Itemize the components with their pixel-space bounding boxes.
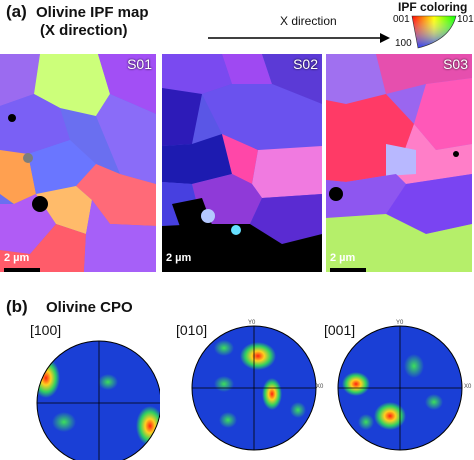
sample-label: S03 bbox=[443, 56, 468, 72]
panel-a-label: (a) bbox=[6, 2, 27, 21]
panel-a-title-line2: (X direction) bbox=[40, 22, 128, 39]
ipf-map-s01: S01 2 µm bbox=[0, 54, 156, 272]
pole-figure-x-axis: X0 bbox=[464, 384, 472, 390]
direction-label: X direction bbox=[280, 14, 337, 28]
panel-b-title: Olivine CPO bbox=[46, 299, 133, 316]
pole-figure-label: [010] bbox=[176, 322, 208, 338]
scale-label: 2 µm bbox=[330, 252, 356, 264]
pole-figure-y-axis: Y0 bbox=[248, 320, 256, 326]
ipf-color-triangle bbox=[411, 15, 457, 49]
scale-bar bbox=[4, 268, 40, 272]
panel-a-title-line1: Olivine IPF map bbox=[36, 4, 149, 21]
pole-figure-001: [001] Y0 X0 bbox=[316, 320, 474, 460]
sample-label: S01 bbox=[127, 56, 152, 72]
scale-label: 2 µm bbox=[4, 252, 30, 264]
ipf-legend-title: IPF coloring bbox=[398, 0, 468, 14]
scale-bar bbox=[166, 268, 202, 272]
panel-a-title: Olivine IPF map (X direction) bbox=[36, 4, 149, 40]
ipf-map-s03: S03 2 µm bbox=[326, 54, 472, 272]
panel-b-label: (b) bbox=[6, 297, 28, 316]
ipf-corner-101: 101 bbox=[457, 14, 474, 25]
scale-bar bbox=[330, 268, 366, 272]
scale-label: 2 µm bbox=[166, 252, 192, 264]
ipf-map-s02: S02 2 µm bbox=[162, 54, 322, 272]
ipf-corner-100: 100 bbox=[395, 38, 412, 49]
pole-figure-x-axis: X0 bbox=[316, 384, 324, 390]
pole-figure-label: [100] bbox=[30, 322, 62, 338]
pole-figure-y-axis: Y0 bbox=[396, 320, 404, 326]
pole-figure-label: [001] bbox=[324, 322, 356, 338]
sample-label: S02 bbox=[293, 56, 318, 72]
pole-figure-100: [100] bbox=[0, 322, 160, 460]
ipf-corner-001: 001 bbox=[393, 14, 410, 25]
direction-arrow-icon bbox=[208, 33, 390, 43]
pole-figure-010: [010] Y0 X0 bbox=[168, 320, 328, 460]
